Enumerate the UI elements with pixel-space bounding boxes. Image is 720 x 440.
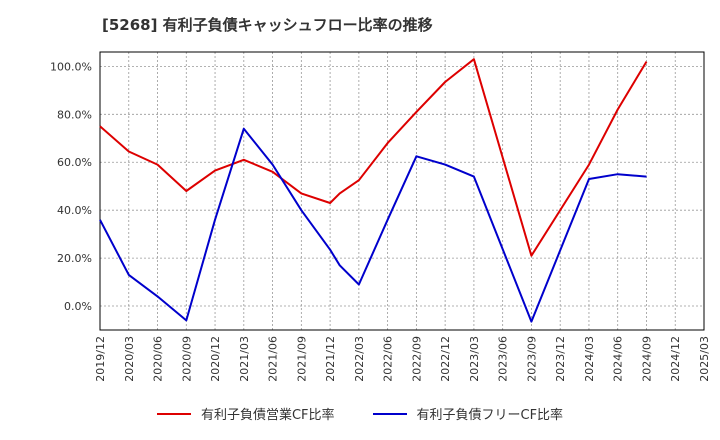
y-tick-label: 80.0%	[57, 108, 92, 121]
x-tick-label: 2021/03	[238, 336, 251, 382]
x-tick-label: 2022/03	[353, 336, 366, 382]
x-tick-label: 2022/09	[410, 336, 423, 382]
x-tick-label: 2024/03	[583, 336, 596, 382]
legend-swatch-blue	[372, 412, 407, 415]
x-tick-label: 2022/06	[382, 336, 395, 382]
series-line-0	[99, 58, 648, 257]
x-tick-label: 2023/12	[554, 336, 567, 382]
x-tick-label: 2024/09	[640, 336, 653, 382]
series-lines	[99, 58, 648, 323]
x-tick-label: 2022/12	[439, 336, 452, 382]
legend-item-free-cf[interactable]: 有利子負債フリーCF比率	[372, 404, 564, 423]
x-tick-label: 2024/12	[669, 336, 682, 382]
x-tick-label: 2021/09	[295, 336, 308, 382]
series-line-1	[99, 127, 647, 323]
x-tick-label: 2025/03	[698, 336, 711, 382]
legend: 有利子負債営業CF比率 有利子負債フリーCF比率	[0, 404, 720, 423]
x-tick-label: 2019/12	[94, 336, 107, 382]
legend-swatch-red	[156, 412, 191, 415]
y-axis-ticks: 0.0% 20.0% 40.0% 60.0% 80.0% 100.0%	[50, 60, 92, 313]
x-tick-label: 2023/06	[497, 336, 510, 382]
x-tick-label: 2020/03	[123, 336, 136, 382]
x-tick-label: 2020/06	[152, 336, 165, 382]
x-tick-label: 2021/06	[267, 336, 280, 382]
x-tick-label: 2024/06	[612, 336, 625, 382]
legend-label: 有利子負債フリーCF比率	[416, 408, 564, 423]
x-axis-ticks: 2019/12 2020/03 2020/06 2020/09 2020/12 2021/…	[94, 336, 711, 382]
y-tick-label: 100.0%	[50, 60, 92, 73]
x-tick-label: 2023/09	[525, 336, 538, 382]
grid-lines	[99, 52, 705, 330]
legend-item-operating-cf[interactable]: 有利子負債営業CF比率	[156, 404, 335, 423]
y-tick-label: 40.0%	[57, 204, 92, 217]
plot-frame	[99, 51, 705, 331]
chart-title: [5268] 有利子負債キャッシュフロー比率の推移	[102, 16, 433, 34]
x-tick-label: 2021/12	[324, 336, 337, 382]
x-tick-label: 2020/12	[209, 336, 222, 382]
legend-label: 有利子負債営業CF比率	[200, 408, 335, 423]
x-tick-label: 2020/09	[180, 336, 193, 382]
y-tick-label: 0.0%	[64, 300, 92, 313]
y-tick-label: 20.0%	[57, 252, 92, 265]
x-tick-label: 2023/03	[468, 336, 481, 382]
y-tick-label: 60.0%	[57, 156, 92, 169]
plot-area	[100, 52, 704, 330]
